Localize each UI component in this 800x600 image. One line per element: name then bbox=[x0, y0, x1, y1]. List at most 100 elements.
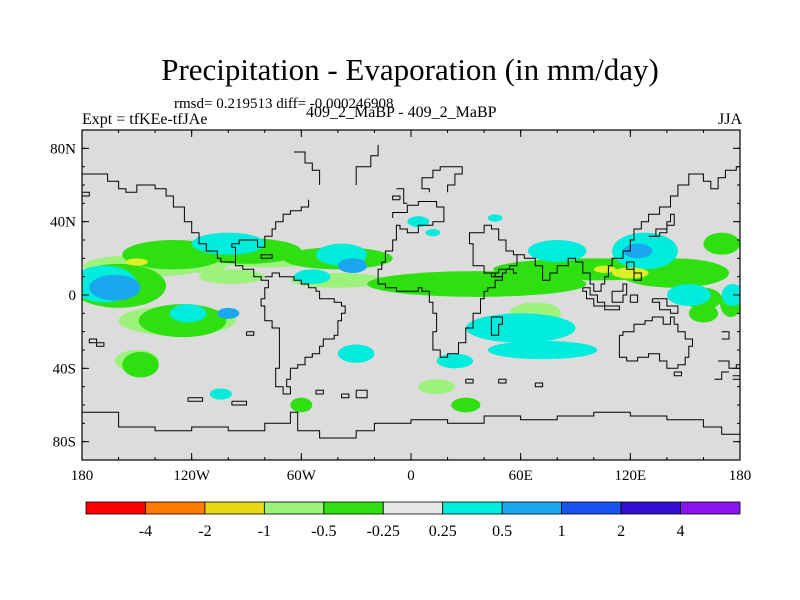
cyan-shade bbox=[527, 240, 587, 262]
coastline bbox=[648, 213, 675, 237]
coastline bbox=[611, 283, 628, 303]
cyan-shade bbox=[407, 216, 430, 228]
coastline bbox=[465, 378, 474, 384]
light-blue-shade bbox=[337, 258, 368, 273]
green-shade bbox=[451, 397, 481, 413]
coastline bbox=[491, 268, 517, 278]
season-label: JJA bbox=[717, 111, 742, 128]
page-title: Precipitation - Evaporation (in mm/day) bbox=[161, 52, 659, 87]
precipitation-contours bbox=[82, 214, 740, 413]
coastline bbox=[732, 375, 740, 380]
colorbar-swatch bbox=[323, 501, 384, 515]
colorbar-label: -4 bbox=[139, 523, 152, 540]
green-shade bbox=[688, 304, 719, 323]
green-shade bbox=[290, 399, 305, 411]
coastline bbox=[82, 411, 740, 439]
coastline bbox=[604, 305, 620, 311]
lon-tick-label: 60E bbox=[509, 468, 533, 484]
lon-tick-label: 60W bbox=[287, 468, 317, 484]
colorbar-swatch bbox=[145, 501, 206, 515]
cyan-shade bbox=[294, 269, 331, 284]
lon-tick-label: 180 bbox=[729, 468, 752, 484]
light-blue-shade bbox=[89, 274, 141, 301]
cyan-shade bbox=[425, 229, 441, 237]
map-ticks: 80N 40N 0 40S 80S 180 120W 60W 0 60E 120E 180 bbox=[50, 130, 751, 484]
coastline bbox=[82, 191, 90, 197]
lon-tick-label: 120W bbox=[173, 468, 211, 484]
cyan-shade bbox=[666, 284, 711, 306]
lon-tick-label: 120E bbox=[614, 468, 646, 484]
colorbar-swatch bbox=[382, 501, 444, 515]
yellow-green-shade bbox=[125, 258, 148, 266]
coastline bbox=[517, 166, 740, 292]
colorbar-label: 0.25 bbox=[429, 523, 457, 540]
colorbar-swatch bbox=[501, 501, 563, 515]
colorbar: -4 -2 -1 -0.5 -0.25 0.25 0.5 1 2 4 bbox=[85, 501, 741, 540]
coastline bbox=[618, 316, 693, 369]
lat-tick-label: 80S bbox=[53, 435, 76, 451]
coastlines bbox=[82, 144, 740, 439]
lat-tick-label: 80N bbox=[50, 141, 76, 157]
coastline bbox=[714, 371, 729, 380]
coastline bbox=[721, 331, 730, 340]
yellow-green-shade bbox=[593, 265, 616, 274]
lat-tick-label: 0 bbox=[69, 288, 77, 304]
green-shade bbox=[122, 351, 159, 378]
cyan-shade bbox=[491, 317, 543, 332]
coastline bbox=[355, 389, 368, 399]
colorbar-swatch bbox=[85, 501, 146, 515]
coastline bbox=[377, 201, 503, 358]
coastline bbox=[231, 199, 310, 262]
coastline bbox=[82, 173, 346, 395]
coastline bbox=[341, 393, 350, 399]
light-green-shade bbox=[198, 269, 265, 284]
map-background bbox=[82, 130, 740, 460]
cyan-shade bbox=[721, 284, 740, 306]
yellow-green-shade bbox=[612, 267, 649, 279]
lon-tick-label: 0 bbox=[407, 468, 415, 484]
coastline bbox=[629, 294, 639, 303]
coastline bbox=[651, 298, 679, 314]
cyan-shade bbox=[169, 304, 207, 323]
coastline bbox=[246, 331, 255, 336]
cyan-shade bbox=[436, 353, 474, 369]
coastline bbox=[469, 224, 518, 274]
colorbar-swatch bbox=[442, 501, 503, 515]
colorbar-label: 0.5 bbox=[492, 523, 512, 540]
colorbar-label: -1 bbox=[258, 523, 271, 540]
coastline bbox=[187, 397, 204, 402]
colorbar-swatch bbox=[204, 501, 265, 515]
coastline bbox=[315, 389, 324, 395]
colorbar-label: 1 bbox=[558, 523, 566, 540]
cyan-shade bbox=[337, 344, 375, 363]
coastline bbox=[498, 378, 507, 384]
colorbar-swatch bbox=[263, 501, 325, 515]
coastline bbox=[396, 188, 408, 204]
colorbar-label: -0.25 bbox=[367, 523, 400, 540]
colorbar-swatch bbox=[561, 501, 622, 515]
coastline bbox=[355, 144, 379, 185]
coastline bbox=[231, 400, 247, 406]
green-shade bbox=[703, 232, 740, 255]
lon-tick-label: 180 bbox=[71, 468, 94, 484]
coastline bbox=[626, 261, 642, 281]
experiment-label: Expt = tfKEe-tfJAe bbox=[82, 111, 208, 128]
cyan-shade bbox=[191, 232, 265, 255]
stats-label: rmsd= 0.219513 diff= -0.000246908 bbox=[174, 96, 394, 112]
coastline bbox=[534, 382, 544, 388]
cyan-shade bbox=[209, 388, 232, 400]
light-blue-shade bbox=[217, 307, 240, 319]
lat-tick-label: 40S bbox=[53, 361, 76, 377]
coastline bbox=[718, 360, 740, 369]
colorbar-label: 2 bbox=[617, 523, 625, 540]
coastline bbox=[260, 254, 273, 259]
coastline bbox=[96, 342, 105, 347]
cyan-shade bbox=[487, 214, 503, 222]
lat-tick-label: 40N bbox=[50, 215, 76, 231]
coastline bbox=[421, 166, 463, 193]
coastline bbox=[490, 316, 503, 336]
colorbar-swatch bbox=[680, 501, 741, 515]
coastline bbox=[673, 371, 682, 377]
colorbar-swatch bbox=[620, 501, 681, 515]
